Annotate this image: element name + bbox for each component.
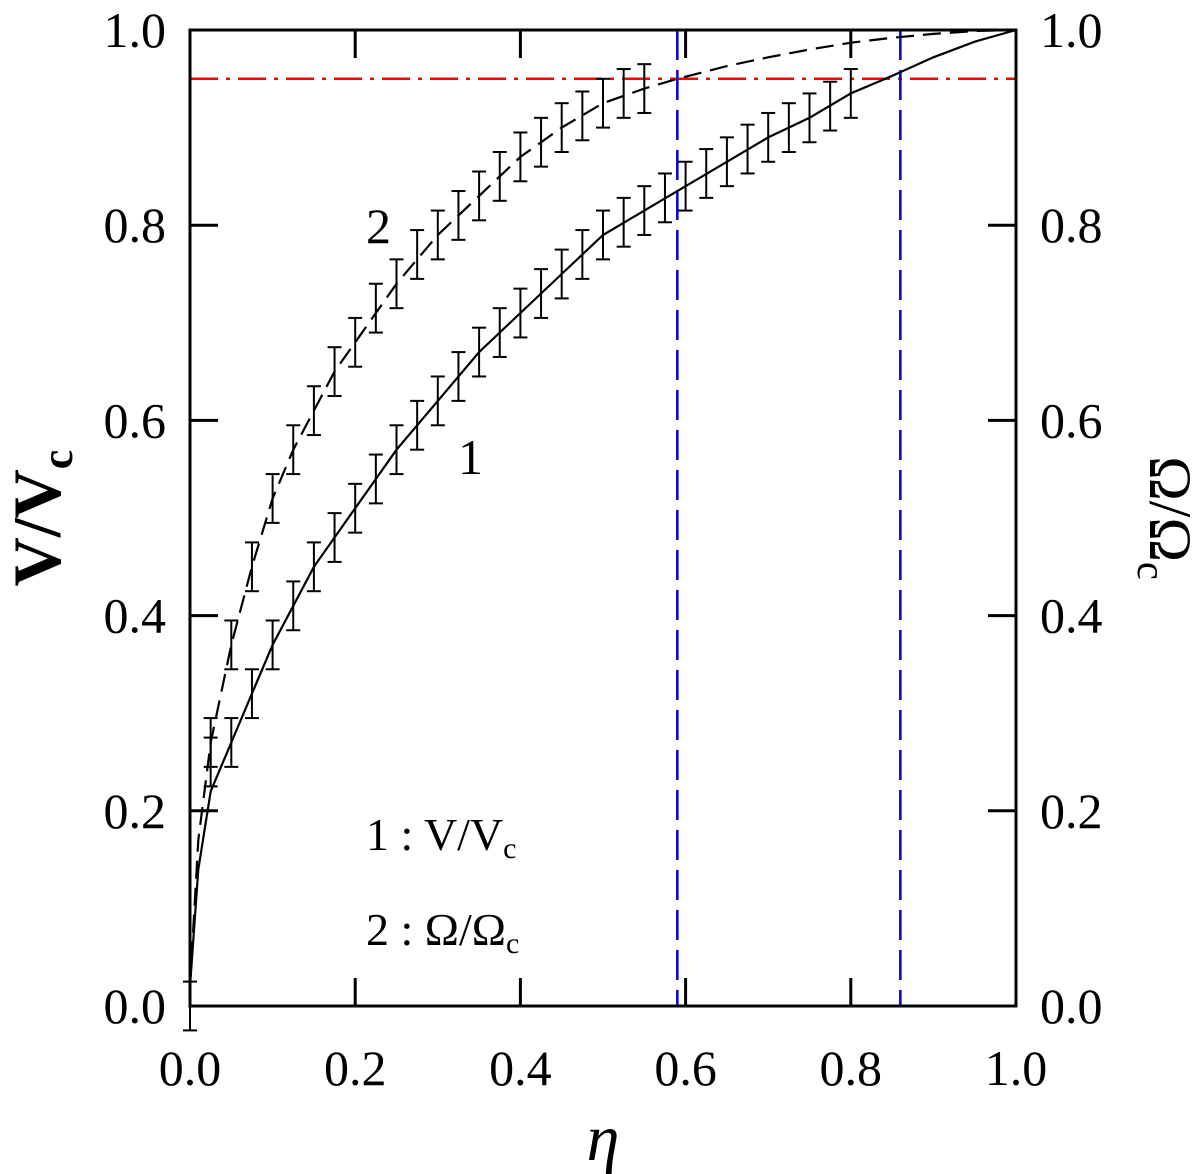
series-1-errorbar-32 <box>843 68 858 119</box>
series-1-line <box>188 28 1017 987</box>
series-1-errorbar-16 <box>513 287 528 339</box>
series-2-errorbar-6 <box>286 424 301 476</box>
series-2-errorbar-7 <box>306 385 321 437</box>
legend-label-2: : Ω/Ω <box>389 904 506 955</box>
y-tick-label-right-0.6: 0.6 <box>1040 392 1103 448</box>
x-axis-title: η <box>587 1102 620 1174</box>
series-1-errorbar-5 <box>286 580 301 632</box>
series-1-errorbar-15 <box>492 307 507 358</box>
series-1-errorbar-9 <box>368 453 383 505</box>
legend: 1 : V/Vc 2 : Ω/Ωc <box>366 809 519 960</box>
y-axis-left-sub: c <box>33 450 82 470</box>
y-tick-label-right-0.0: 0.0 <box>1040 978 1103 1034</box>
series-1-errorbar-18 <box>554 248 569 300</box>
y-tick-label-left-0.2: 0.2 <box>104 783 167 839</box>
series-2-errorbar-9 <box>348 316 363 368</box>
series-2-errorbar-21 <box>596 77 610 129</box>
series-1-errorbar-13 <box>451 351 466 402</box>
y-tick-label-left-0.0: 0.0 <box>104 978 167 1034</box>
series-layer <box>183 28 1017 1032</box>
series-1-errorbar-29 <box>781 102 796 153</box>
reference-lines <box>190 30 1016 1006</box>
series-1-errorbar-30 <box>802 92 817 144</box>
x-tick-label-0.8: 0.8 <box>820 1040 883 1096</box>
plot-frame <box>188 28 1018 1008</box>
legend-number-1: 1 <box>366 809 389 860</box>
y-tick-label-left-1.0: 1.0 <box>104 2 167 58</box>
curve-label-1: 1 <box>458 429 483 485</box>
y-tick-label-right-1.0: 1.0 <box>1040 2 1103 58</box>
series-2-errorbar-5 <box>265 473 280 524</box>
series-1-errorbar-7 <box>327 512 342 563</box>
series-2-errorbar-8 <box>327 346 342 397</box>
series-1-errorbar-28 <box>761 111 776 163</box>
y-axis-right-title: Ω/Ωc <box>1129 456 1200 580</box>
series-1-errorbar-26 <box>719 136 734 188</box>
y-tick-label-left-0.4: 0.4 <box>104 588 167 644</box>
y-tick-label-right-0.4: 0.4 <box>1040 588 1103 644</box>
series-2-errorbar-11 <box>389 258 404 310</box>
series-1-errorbar-10 <box>389 424 404 476</box>
series-2-errorbar-12 <box>410 229 425 280</box>
x-tick-label-1.0: 1.0 <box>985 1040 1048 1096</box>
series-1-errorbar-4 <box>265 619 280 671</box>
tick-layer: 0.0 0.2 0.4 0.6 0.8 1.0 0.0 0.0 0.2 0.2 0.4 0.4 0.6 0… <box>104 2 1103 1096</box>
series-2-errorbar-10 <box>368 282 383 334</box>
legend-entry-2: 2 : Ω/Ωc <box>366 904 519 960</box>
series-1-errorbar-24 <box>678 160 693 212</box>
legend-sub-1: c <box>503 832 516 865</box>
series-2-line <box>188 28 1017 987</box>
series-1-errorbar-14 <box>472 326 487 378</box>
series-2-errorbar-14 <box>451 190 466 241</box>
x-tick-label-0.0: 0.0 <box>159 1040 222 1096</box>
y-tick-label-left-0.6: 0.6 <box>104 392 167 448</box>
series-1-errorbar-2 <box>224 717 239 768</box>
legend-entry-1: 1 : V/Vc <box>366 809 517 865</box>
series-1-errorbar-22 <box>637 185 652 236</box>
series-1-errorbar-25 <box>699 148 714 199</box>
series-1-errorbar-21 <box>616 196 631 248</box>
series-2-errorbar-13 <box>430 209 445 261</box>
series-2-errorbar-19 <box>554 102 569 153</box>
series-1-errorbar-3 <box>244 668 259 720</box>
y-tick-label-right-0.2: 0.2 <box>1040 783 1103 839</box>
x-tick-label-0.6: 0.6 <box>654 1040 717 1096</box>
series-2-errorbar-4 <box>244 541 259 593</box>
series-1-errorbar-17 <box>534 268 549 319</box>
y-axis-left-main: V/V <box>0 469 75 586</box>
y-tick-label-right-0.8: 0.8 <box>1040 197 1103 253</box>
series-1-errorbar-6 <box>306 541 321 593</box>
y-axis-right-main: Ω/Ω <box>1137 456 1200 562</box>
series-2-errorbar-22 <box>616 68 631 119</box>
y-axis-right-sub: c <box>1129 562 1174 580</box>
series-2-errorbar-20 <box>575 90 590 142</box>
series-1-errorbar-20 <box>596 209 610 261</box>
y-axis-left-title: V/Vc <box>0 450 82 587</box>
series-1-errorbar-31 <box>823 80 838 132</box>
y-tick-label-left-0.8: 0.8 <box>104 197 167 253</box>
series-1-errorbar-19 <box>575 229 590 280</box>
series-2-errorbar-17 <box>513 131 528 183</box>
series-2-errorbar-23 <box>637 63 652 114</box>
series-2-errorbar-15 <box>472 170 487 222</box>
curve-label-2: 2 <box>366 198 391 254</box>
legend-number-2: 2 <box>366 904 389 955</box>
x-tick-label-0.4: 0.4 <box>489 1040 552 1096</box>
series-1-errorbar-27 <box>740 123 755 175</box>
series-2-errorbar-18 <box>534 116 549 168</box>
series-1-errorbar-8 <box>348 482 363 534</box>
series-2-errorbar-16 <box>492 151 507 202</box>
series-1-errorbar-23 <box>657 172 672 224</box>
series-2-errorbar-3 <box>224 619 239 671</box>
x-tick-label-0.2: 0.2 <box>324 1040 387 1096</box>
series-2-errorbar-2 <box>203 717 218 768</box>
legend-sub-2: c <box>506 927 519 960</box>
legend-label-1: : V/V <box>389 809 503 860</box>
series-1-errorbar-12 <box>430 375 445 427</box>
series-1-errorbar-11 <box>410 399 425 451</box>
